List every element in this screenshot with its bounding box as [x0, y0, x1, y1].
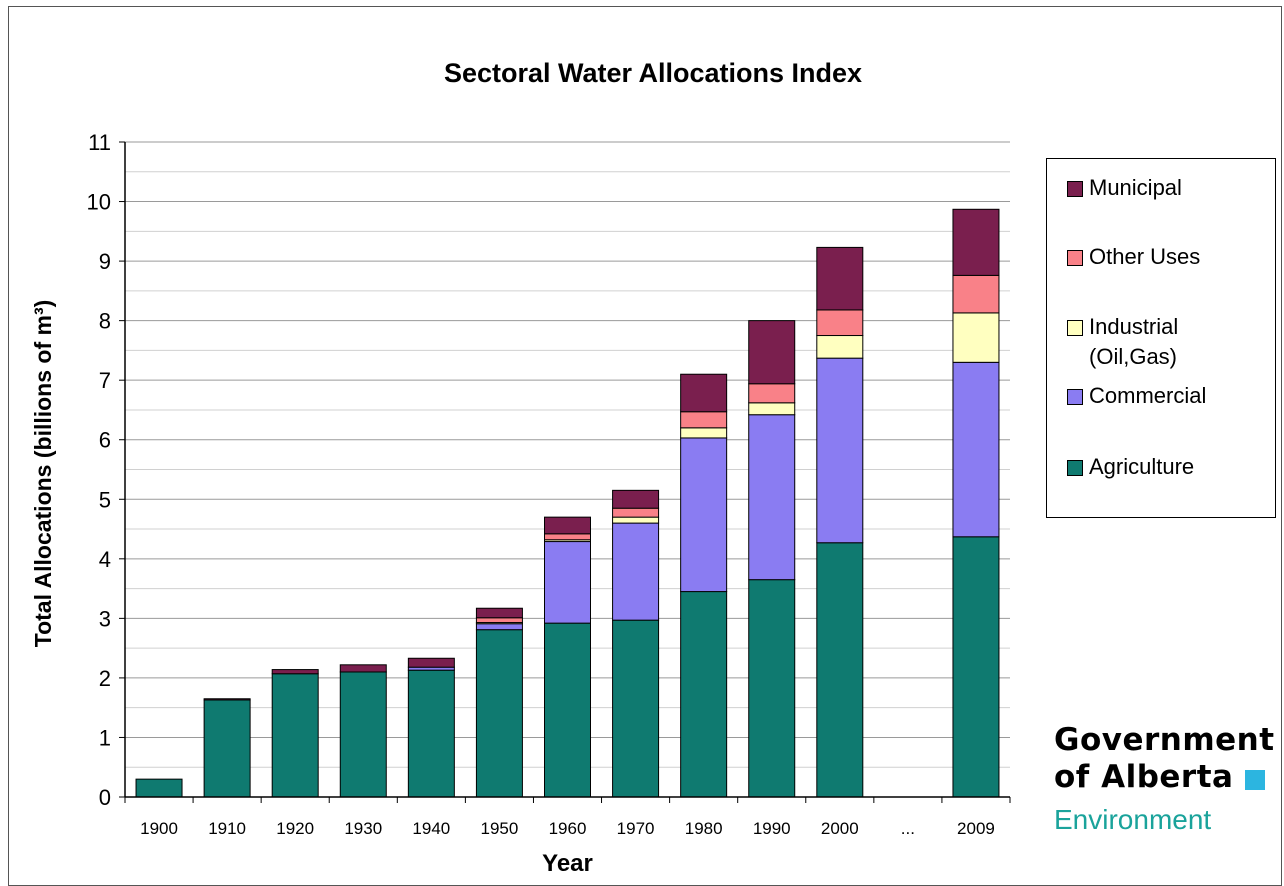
bar-segment-other_uses-1950 [475, 617, 523, 624]
bar-segment-other_uses-2009 [952, 274, 1000, 314]
bar-segment-municipal-1950 [475, 607, 523, 619]
bar-segment-municipal-1970 [612, 489, 660, 509]
bar-segment-commercial-2000 [816, 357, 864, 544]
x-tick-label: ... [901, 819, 915, 838]
y-tick-label: 3 [99, 606, 111, 631]
logo-square-icon [1245, 769, 1266, 790]
x-tick-label: 1970 [617, 819, 655, 838]
x-axis-title: Year [542, 850, 593, 877]
bar-segment-industrial-1990 [748, 402, 796, 416]
bar-segment-municipal-1980 [680, 373, 728, 413]
y-tick-label: 9 [99, 249, 111, 274]
y-tick-label: 5 [99, 487, 111, 512]
legend-swatch-other_uses [1067, 250, 1083, 266]
bar-segment-industrial-2009 [952, 312, 1000, 363]
y-tick-label: 11 [88, 130, 111, 155]
bar-segment-agriculture-1900 [135, 778, 183, 798]
y-tick-label: 7 [99, 368, 111, 393]
x-tick-label: 1940 [412, 819, 450, 838]
legend-label-municipal: Municipal [1089, 175, 1182, 200]
bar-segment-municipal-1910 [203, 698, 251, 701]
bar-segment-municipal-2000 [816, 246, 864, 311]
bar-segment-industrial-2000 [816, 335, 864, 359]
bar-segment-agriculture-1980 [680, 591, 728, 798]
bar-segment-municipal-1920 [271, 669, 319, 675]
bar-segment-other_uses-2000 [816, 309, 864, 337]
legend-label-agriculture: Agriculture [1089, 454, 1195, 479]
bar-segment-agriculture-2009 [952, 536, 1000, 798]
bar-segment-commercial-2009 [952, 361, 1000, 538]
y-tick-label: 2 [99, 666, 111, 691]
bar-segment-agriculture-1970 [612, 619, 660, 798]
y-tick-label: 0 [99, 785, 111, 810]
logo-line-of-alberta: of Alberta [1054, 759, 1274, 796]
bar-segment-agriculture-1950 [475, 629, 523, 798]
logo-line-government: Government [1054, 722, 1275, 758]
bar-segment-other_uses-1960 [544, 533, 591, 541]
bar-segment-agriculture-1920 [271, 673, 319, 798]
bar-segment-commercial-1980 [680, 437, 728, 593]
legend-item-municipal: Municipal [1067, 173, 1182, 203]
bar-segment-municipal-1960 [544, 516, 591, 535]
legend-label-industrial: Industrial (Oil,Gas) [1089, 314, 1179, 369]
legend-swatch-municipal [1067, 181, 1083, 197]
bar-segment-agriculture-1940 [407, 669, 455, 798]
bar-series [135, 208, 1000, 798]
bar-segment-other_uses-1970 [612, 507, 660, 518]
bar-segment-agriculture-1990 [748, 579, 796, 798]
government-of-alberta-logo: Government of Alberta Environment [1054, 722, 1274, 836]
legend-label-other_uses: Other Uses [1089, 244, 1201, 269]
bar-segment-agriculture-1960 [544, 622, 591, 798]
logo-department: Environment [1054, 804, 1212, 835]
legend-item-agriculture: Agriculture [1067, 452, 1194, 482]
x-tick-label: 2009 [957, 819, 995, 838]
bar-segment-commercial-1950 [475, 623, 523, 631]
x-tick-label: 1960 [549, 819, 587, 838]
bar-segment-industrial-1970 [612, 516, 660, 524]
x-tick-label: 1910 [208, 819, 246, 838]
legend-label-commercial: Commercial [1089, 383, 1207, 408]
bar-segment-industrial-1980 [680, 427, 728, 439]
bar-segment-agriculture-2000 [816, 542, 864, 798]
legend-swatch-commercial [1067, 389, 1083, 405]
chart-title: Sectoral Water Allocations Index [443, 58, 863, 88]
y-tick-label: 6 [99, 428, 111, 453]
bar-segment-other_uses-1990 [748, 383, 796, 404]
bar-segment-other_uses-1980 [680, 411, 728, 429]
x-tick-label: 1900 [140, 819, 178, 838]
logo-text-of-alberta: of Alberta [1054, 759, 1234, 795]
legend-item-industrial: Industrial (Oil,Gas) [1067, 312, 1178, 372]
bar-segment-municipal-1940 [407, 657, 455, 668]
x-tick-label: 1930 [344, 819, 382, 838]
legend: Municipal Other Uses Industrial (Oil,Gas) C… [1046, 158, 1276, 518]
legend-item-commercial: Commercial [1067, 381, 1206, 411]
legend-item-other_uses: Other Uses [1067, 242, 1200, 272]
bar-segment-commercial-1990 [748, 414, 796, 581]
bar-segment-commercial-1960 [544, 541, 591, 624]
x-tick-label: 1950 [481, 819, 519, 838]
bar-segment-municipal-2009 [952, 208, 1000, 276]
bar-segment-municipal-1990 [748, 320, 796, 385]
x-tick-label: 1920 [276, 819, 314, 838]
legend-swatch-industrial [1067, 320, 1083, 336]
y-tick-label: 8 [99, 309, 111, 334]
axes [119, 141, 1011, 803]
x-tick-label: 1990 [753, 819, 791, 838]
y-tick-label: 4 [99, 547, 111, 572]
bar-segment-agriculture-1910 [203, 699, 251, 798]
y-tick-label: 1 [99, 725, 111, 750]
y-axis-title: Total Allocations (billions of m³) [30, 300, 56, 648]
bar-segment-agriculture-1930 [339, 671, 387, 798]
axis-labels: 0 1 2 3 4 5 6 7 8 9 10 11 1900 1910 1920 1930 1940 1950 19… [30, 130, 995, 877]
x-tick-label: 1980 [685, 819, 723, 838]
bar-segment-municipal-1930 [339, 664, 387, 673]
x-tick-label: 2000 [821, 819, 859, 838]
bar-segment-commercial-1970 [612, 522, 660, 621]
y-tick-label: 10 [87, 190, 111, 215]
legend-swatch-agriculture [1067, 460, 1083, 476]
